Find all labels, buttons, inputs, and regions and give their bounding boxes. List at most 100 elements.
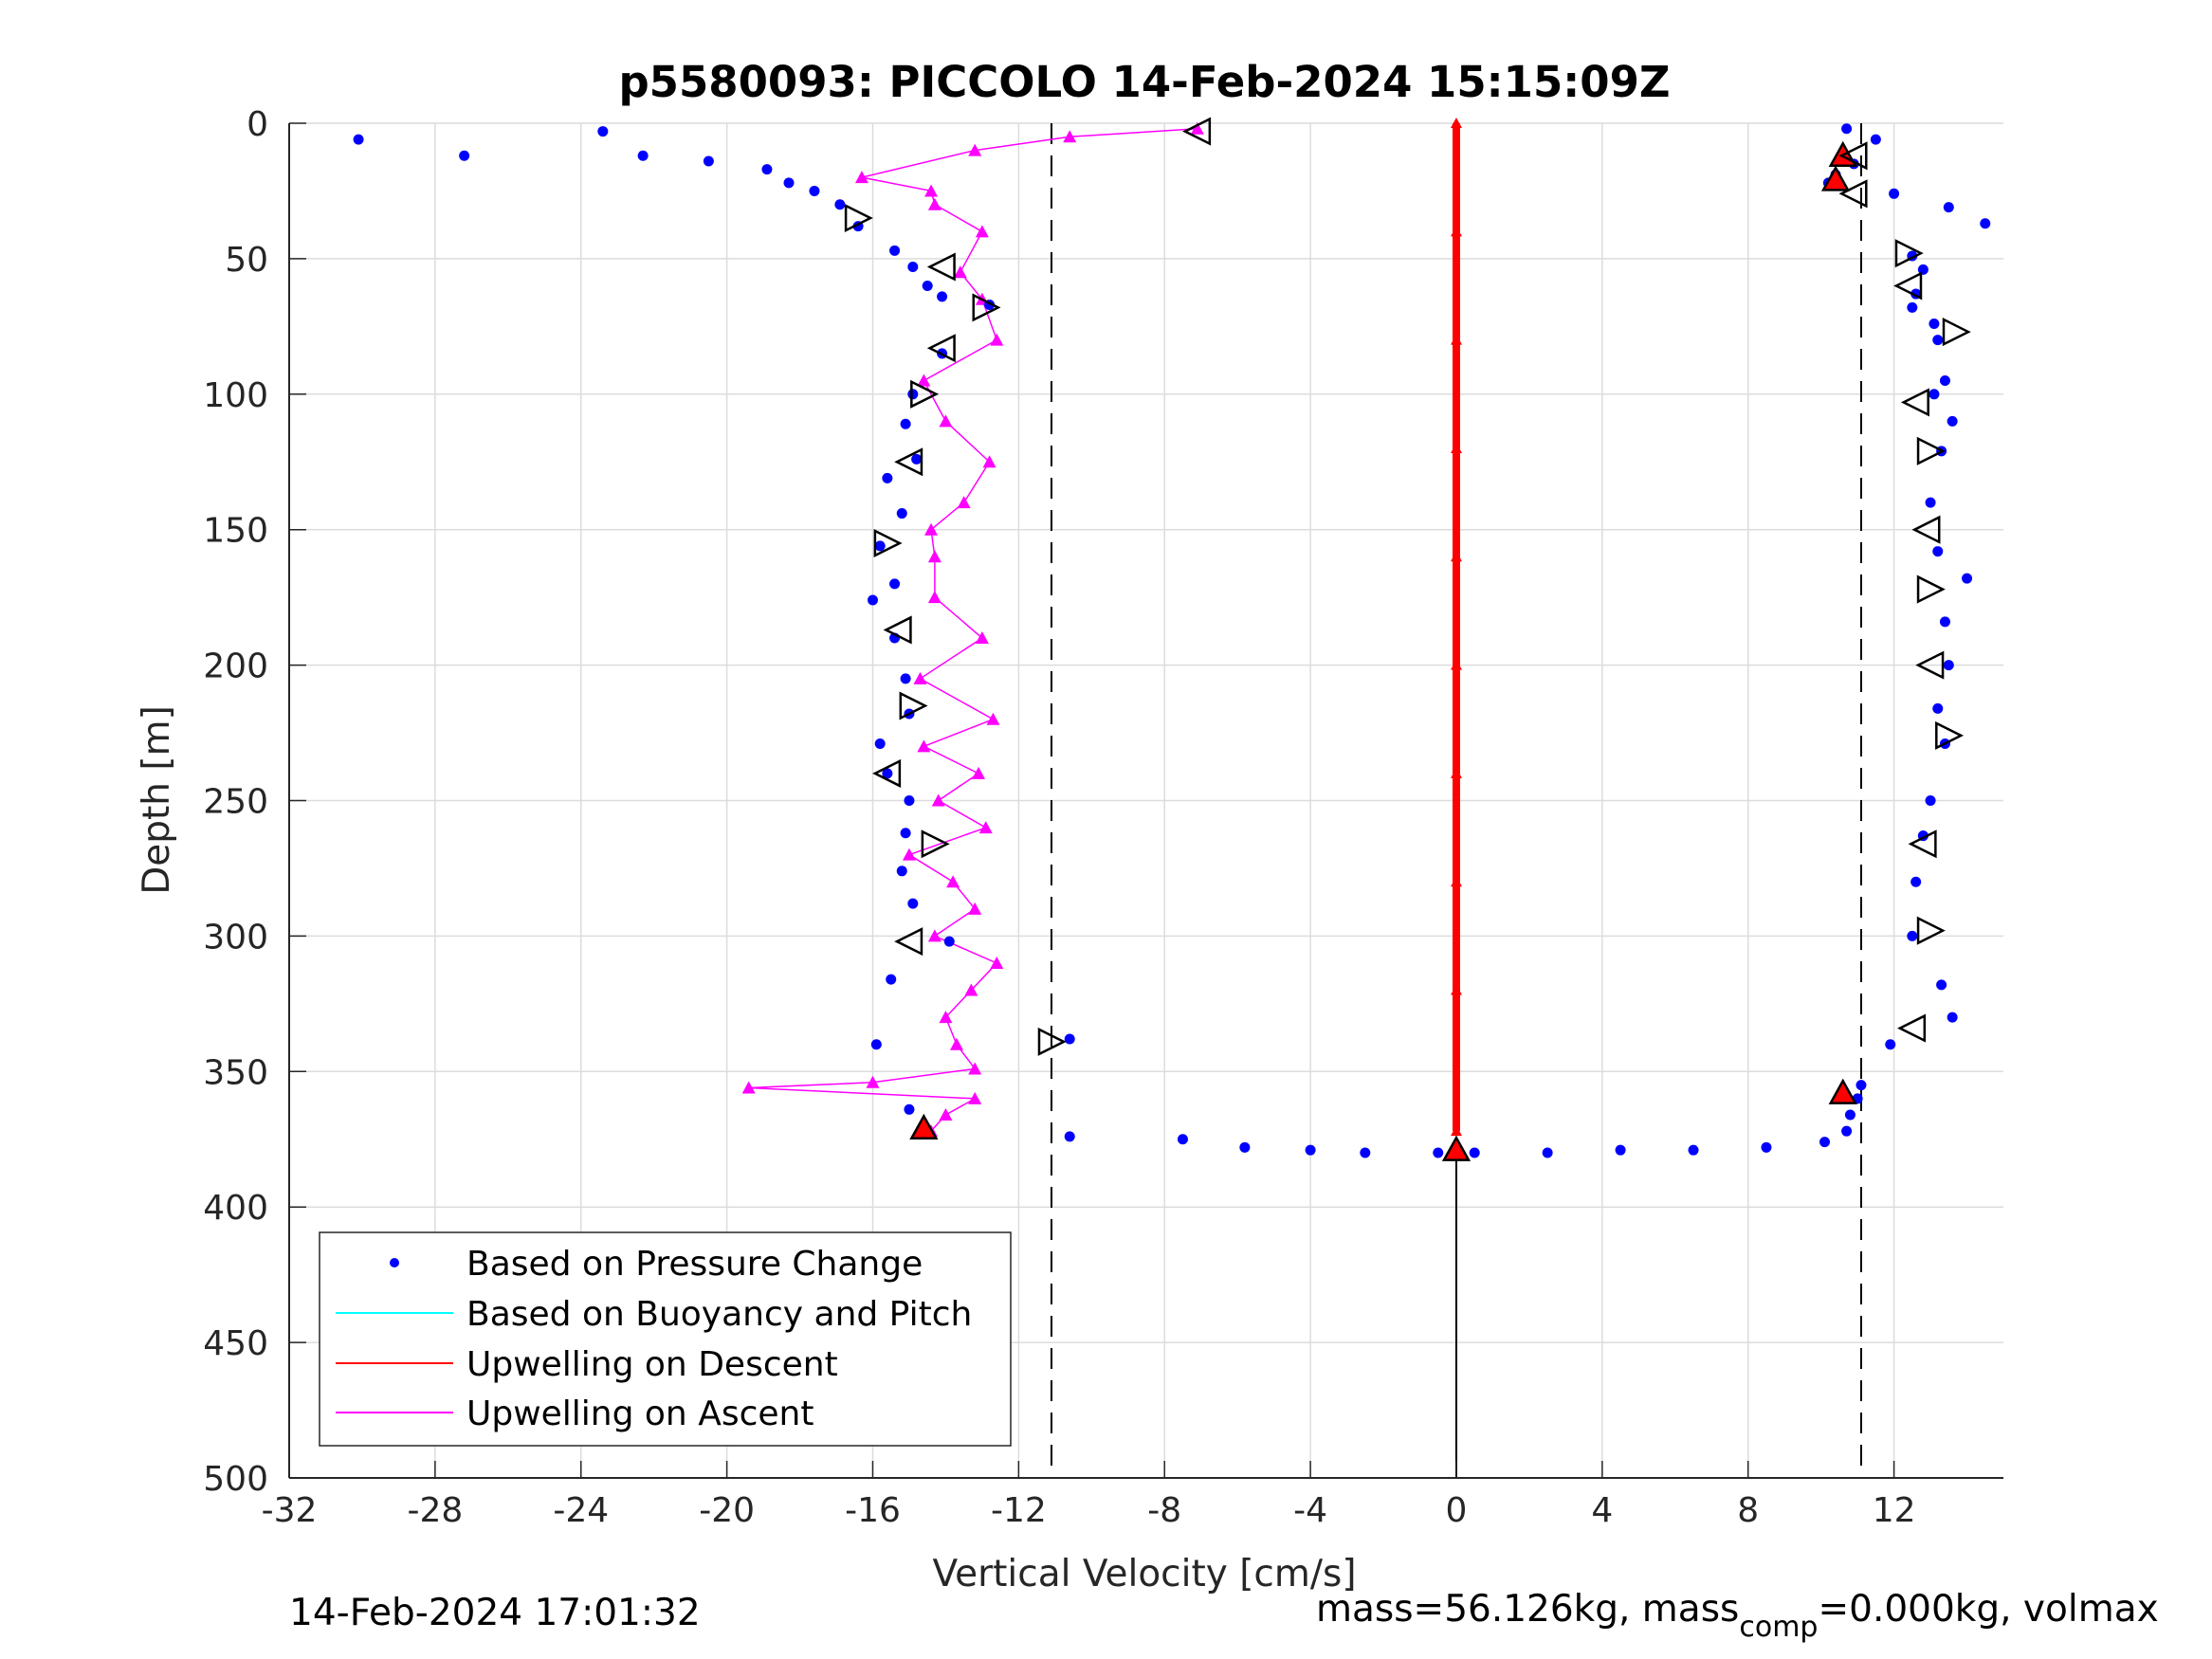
upwelling-ascent-line (748, 127, 1197, 1132)
surfacing-triangle-marker (1441, 1135, 1472, 1161)
pressure-change-point (1947, 1012, 1958, 1023)
pressure-change-point (900, 418, 911, 429)
x-tick-label: -24 (553, 1491, 609, 1530)
upwelling-ascent-point (902, 848, 916, 861)
pressure-change-point (597, 126, 609, 137)
left-triangle-marker (926, 252, 956, 282)
right-triangle-marker (1037, 1027, 1067, 1056)
pressure-change-point (1819, 1137, 1831, 1148)
pressure-change-point (1615, 1144, 1626, 1156)
upwelling-ascent-point (978, 821, 993, 834)
legend-item-descent: Upwelling on Descent (466, 1345, 838, 1384)
x-tick-label: -16 (845, 1491, 901, 1530)
legend-pressure-marker (390, 1258, 399, 1267)
left-triangle-marker (1838, 141, 1868, 171)
upwelling-ascent-point (990, 956, 1004, 969)
y-tick-label: 350 (203, 1053, 268, 1092)
pressure-change-point (904, 1103, 915, 1115)
x-tick-labels: -32 -28 -24 -20 -16 -12 -8 -4 0 4 8 12 (262, 1491, 1916, 1530)
upwelling-ascent-point (927, 197, 941, 210)
pressure-change-point (1844, 1109, 1856, 1121)
pressure-change-point (1925, 795, 1936, 806)
right-triangle-marker (972, 293, 1001, 322)
pressure-change-point (1980, 218, 1991, 229)
upwelling-ascent-point (946, 875, 960, 888)
pressure-change-point (761, 164, 773, 175)
x-axis-label: Vertical Velocity [cm/s] (932, 1553, 1356, 1595)
x-tick-label: -8 (1147, 1491, 1181, 1530)
y-tick-label: 0 (247, 105, 268, 144)
pressure-change-point (907, 389, 919, 400)
reference-lines (1050, 123, 1862, 1478)
left-triangle-marker (894, 927, 923, 957)
y-tick-label: 150 (203, 512, 268, 551)
pressure-change-point (904, 795, 915, 806)
legend-item-ascent: Upwelling on Ascent (466, 1395, 814, 1433)
left-triangle-marker (1182, 117, 1212, 146)
right-triangle-marker (910, 379, 940, 409)
upwelling-ascent-point (866, 1075, 880, 1088)
pressure-change-point (1885, 1039, 1896, 1050)
pressure-change-point (882, 768, 893, 779)
x-tick-label: -12 (991, 1491, 1047, 1530)
pressure-change-point (1856, 1080, 1867, 1091)
upwelling-ascent-point (939, 414, 953, 428)
pressure-change-point (867, 594, 878, 606)
pressure-change-point (1943, 202, 1954, 213)
upwelling-ascent-point (957, 496, 971, 509)
pressure-change-point (886, 974, 897, 985)
right-triangle-marker (1916, 574, 1946, 604)
upwelling-descent-point (1450, 984, 1462, 995)
pressure-change-point (1943, 660, 1954, 671)
pressure-change-point (1925, 497, 1936, 508)
upwelling-ascent-point (939, 1011, 953, 1024)
y-tick-labels: 0 50 100 150 200 250 300 350 400 450 500 (203, 105, 268, 1499)
left-triangle-marker (1838, 179, 1868, 209)
pressure-change-point (703, 155, 714, 167)
left-triangle-marker (894, 447, 923, 477)
right-triangle-marker (1916, 436, 1946, 465)
upwelling-ascent-point (982, 455, 996, 468)
left-triangle-marker (1893, 271, 1923, 301)
left-triangle-marker (1915, 650, 1945, 680)
surfacing-triangle-marker (909, 1113, 939, 1139)
pressure-change-point (907, 898, 919, 909)
right-triangle-marker (1916, 916, 1946, 945)
pressure-change-point (1360, 1147, 1371, 1158)
pressure-change-point (900, 828, 911, 839)
pressure-change-point (1939, 616, 1950, 628)
pressure-change-point (1064, 1131, 1075, 1142)
pressure-change-point (353, 134, 364, 145)
pressure-change-point (874, 738, 886, 749)
y-tick-label: 50 (225, 241, 268, 280)
upwelling-descent-point (1450, 659, 1462, 670)
upwelling-ascent-point (939, 1108, 953, 1121)
upwelling-ascent-point (913, 671, 927, 684)
footer-mass-info: mass=56.126kg, masscomp=0.000kg, volmax (1316, 1588, 2159, 1644)
pressure-change-point (907, 261, 919, 272)
y-tick-label: 300 (203, 918, 268, 957)
upwelling-ascent-point (927, 550, 941, 563)
axes (288, 122, 2003, 1479)
upwelling-ascent-point (927, 929, 941, 942)
footer-mass-sub: comp (1739, 1611, 1818, 1644)
legend-box (319, 1231, 1012, 1447)
pressure-change-point (1929, 318, 1940, 329)
pressure-change-point (911, 453, 923, 465)
right-triangle-marker (1935, 720, 1965, 750)
footer-mass-suffix: =0.000kg, volmax (1818, 1588, 2158, 1631)
pressure-change-point (1889, 188, 1900, 199)
pressure-change-point (1761, 1141, 1772, 1153)
legend: Based on Pressure Change Based on Buoyan… (319, 1231, 1012, 1447)
upwelling-ascent-point (931, 793, 945, 807)
pressure-change-point (922, 280, 933, 291)
upwelling-ascent-point (917, 739, 931, 753)
surfacing-triangle-marker (1828, 1078, 1857, 1104)
upwelling-descent-point (1450, 442, 1462, 453)
x-tick-label: -28 (407, 1491, 463, 1530)
pressure-change-point (937, 291, 948, 302)
pressure-change-point (637, 150, 649, 161)
upwelling-ascent-point (741, 1081, 756, 1094)
footer-timestamp: 14-Feb-2024 17:01:32 (289, 1592, 701, 1634)
pressure-change-point (896, 866, 907, 877)
